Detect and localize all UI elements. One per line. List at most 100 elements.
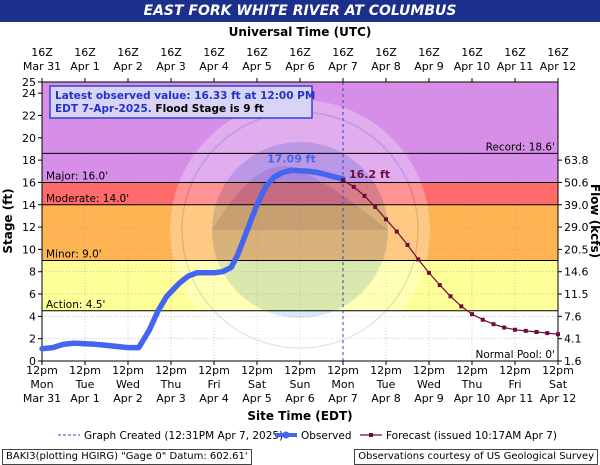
x-tick-day: Tue [75, 378, 95, 391]
forecast-point [556, 332, 560, 337]
forecast-point [534, 329, 539, 334]
top-tick-time: 16Z [418, 46, 440, 59]
x-tick-date: Apr 1 [70, 392, 100, 405]
forecast-point [405, 242, 410, 247]
forecast-point [545, 331, 550, 336]
flow-tick-label: 20.5 [564, 243, 589, 256]
x-tick-date: Apr 11 [497, 392, 534, 405]
annotation-box [49, 85, 313, 119]
top-tick-time: 16Z [246, 46, 268, 59]
forecast-point [459, 304, 464, 309]
y-tick-label: 4 [29, 310, 36, 323]
x-tick-date: Apr 5 [242, 392, 272, 405]
y-tick-label: 0 [29, 355, 36, 368]
top-tick-time: 16Z [332, 46, 354, 59]
y-tick-label: 25 [22, 76, 36, 89]
axes: 024681012141618202224251.64.17.611.514.6… [1, 25, 600, 423]
y-tick-label: 2 [29, 333, 36, 346]
forecast-point [394, 229, 399, 234]
flow-tick-label: 50.6 [564, 176, 589, 189]
x-tick-time: 12pm [155, 364, 187, 377]
flow-tick-label: 7.6 [564, 310, 582, 323]
x-tick-date: Apr 2 [113, 392, 143, 405]
forecast-point [502, 325, 507, 330]
x-tick-date: Apr 3 [156, 392, 186, 405]
top-tick-date: Apr 3 [156, 60, 186, 73]
annotation-line2: EDT 7-Apr-2025. Flood Stage is 9 ft [55, 103, 264, 115]
x-tick-time: 12pm [198, 364, 230, 377]
chart-title: EAST FORK WHITE RIVER AT COLUMBUS [143, 3, 457, 19]
x-tick-date: Apr 10 [454, 392, 491, 405]
y-tick-label: 10 [22, 243, 36, 256]
flood-category-label: Normal Pool: 0' [476, 349, 556, 361]
y-axis-title: Stage (ft) [1, 188, 15, 253]
forecast-point [470, 312, 474, 317]
top-tick-time: 16Z [289, 46, 311, 59]
flow-tick-label: 1.6 [564, 355, 582, 368]
observed-line [39, 167, 346, 352]
x-axis-title: Site Time (EDT) [247, 409, 352, 423]
top-axis-title: Universal Time (UTC) [229, 25, 372, 39]
x-tick-time: 12pm [284, 364, 316, 377]
x-tick-time: 12pm [499, 364, 531, 377]
flood-category-label: Minor: 9.0' [46, 249, 102, 261]
peak-label: 17.09 ft [267, 152, 316, 165]
x-tick-time: 12pm [456, 364, 488, 377]
legend-forecast-marker [369, 433, 373, 437]
top-tick-date: Apr 7 [328, 60, 358, 73]
y-tick-label: 14 [22, 199, 36, 212]
flood-category-label: Record: 18.6' [486, 141, 555, 153]
x-tick-day: Fri [508, 378, 521, 391]
flow-tick-label: 39.0 [564, 199, 589, 212]
forecast-point [341, 178, 345, 183]
x-tick-day: Thu [461, 378, 483, 391]
x-tick-day: Tue [376, 378, 396, 391]
annotation-line2-flood: Flood Stage is 9 ft [152, 103, 264, 115]
y-tick-label: 20 [22, 132, 36, 145]
forecast-point [427, 270, 431, 275]
legend-created-label: Graph Created (12:31PM Apr 7, 2025) [84, 430, 283, 442]
x-tick-time: 12pm [241, 364, 273, 377]
x-tick-day: Sat [549, 378, 568, 391]
x-tick-date: Apr 7 [328, 392, 358, 405]
x-tick-day: Sun [290, 378, 311, 391]
flood-category-label: Moderate: 14.0' [46, 193, 129, 205]
latest-forecast-label: 16.2 ft [349, 168, 390, 181]
noaa-seal-watermark [170, 100, 430, 360]
y-tick-label: 6 [29, 288, 36, 301]
series [39, 167, 560, 352]
top-tick-time: 16Z [461, 46, 483, 59]
x-tick-date: Apr 4 [199, 392, 229, 405]
forecast-point [513, 327, 517, 332]
forecast-point [480, 317, 485, 322]
annotation-line2-date: EDT 7-Apr-2025. [55, 103, 152, 115]
labels: 17.09 ft 16.2 ft Latest observed value: 16… [49, 85, 390, 181]
flow-tick-label: 14.6 [564, 266, 589, 279]
top-tick-time: 16Z [160, 46, 182, 59]
top-tick-date: Apr 6 [285, 60, 315, 73]
flow-tick-label: 11.5 [564, 288, 589, 301]
x-tick-day: Mon [331, 378, 354, 391]
forecast-point [384, 217, 388, 222]
top-tick-date: Apr 4 [199, 60, 229, 73]
top-tick-time: 16Z [504, 46, 526, 59]
top-tick-date: Apr 1 [70, 60, 100, 73]
top-tick-time: 16Z [117, 46, 139, 59]
top-tick-time: 16Z [74, 46, 96, 59]
top-tick-date: Apr 11 [497, 60, 534, 73]
y-tick-label: 8 [29, 266, 36, 279]
x-tick-time: 12pm [69, 364, 101, 377]
x-tick-time: 12pm [112, 364, 144, 377]
top-tick-date: Apr 2 [113, 60, 143, 73]
y-tick-label: 24 [22, 87, 36, 100]
top-tick-time: 16Z [547, 46, 569, 59]
forecast-point [523, 328, 528, 333]
top-tick-date: Apr 10 [454, 60, 491, 73]
flood-category-label: Major: 16.0' [46, 170, 108, 182]
forecast-point [437, 283, 442, 288]
forecast-point [448, 294, 453, 299]
x-tick-time: 12pm [26, 364, 58, 377]
legend: Graph Created (12:31PM Apr 7, 2025) Obser… [58, 430, 557, 442]
legend-observed-marker [282, 431, 290, 439]
